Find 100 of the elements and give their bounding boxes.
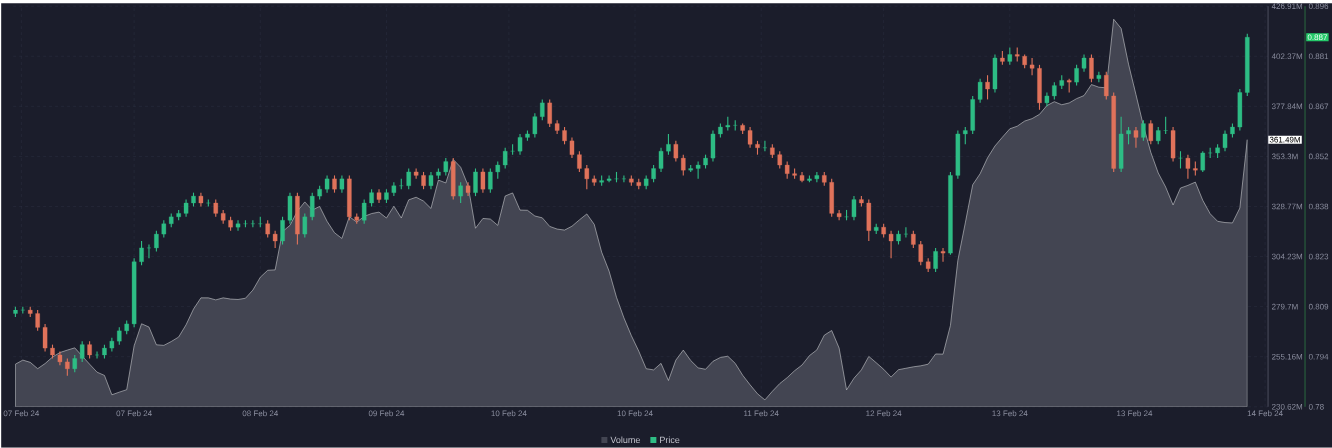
candlestick — [94, 351, 100, 360]
candlestick — [1074, 64, 1079, 87]
candlestick — [1066, 78, 1072, 94]
candlestick — [532, 112, 538, 139]
candlestick — [658, 147, 664, 173]
candlestick — [332, 174, 337, 194]
candlestick — [154, 230, 159, 253]
candlestick — [948, 171, 953, 256]
candlestick — [1089, 54, 1094, 83]
candlestick — [740, 123, 745, 135]
candlestick — [755, 140, 760, 156]
candlestick — [829, 178, 834, 218]
candlestick — [235, 219, 241, 232]
candlestick — [146, 244, 152, 259]
candlestick — [347, 174, 352, 221]
candlestick — [79, 340, 85, 363]
candlestick — [473, 168, 478, 197]
candlestick — [643, 174, 649, 190]
candlestick — [1118, 116, 1124, 173]
candlestick — [510, 143, 515, 156]
candlestick — [1148, 119, 1154, 145]
candlestick — [272, 230, 278, 249]
candlestick — [28, 306, 33, 318]
candlestick — [1104, 71, 1109, 101]
candlestick — [451, 157, 456, 201]
legend-label: Price — [660, 436, 680, 444]
candlestick — [710, 130, 716, 163]
candlestick — [1096, 71, 1102, 83]
candlestick — [822, 171, 827, 187]
candlestick — [1133, 126, 1139, 149]
candlestick — [228, 216, 233, 232]
candlestick — [131, 257, 137, 329]
candlestick — [406, 168, 411, 190]
candlestick — [918, 240, 923, 266]
candlestick — [458, 181, 463, 204]
candlestick — [436, 168, 441, 180]
candlestick — [859, 195, 864, 208]
candlestick — [554, 119, 560, 135]
candlestick — [977, 78, 983, 104]
candlestick — [992, 54, 998, 94]
candlestick — [621, 174, 627, 183]
candlestick — [770, 143, 775, 159]
candlestick — [465, 181, 471, 197]
candlestick — [354, 212, 359, 225]
candlestick — [65, 358, 70, 377]
candlestick — [376, 188, 382, 204]
candlestick — [1185, 154, 1191, 180]
candlestick — [933, 247, 938, 273]
candlestick — [792, 168, 797, 180]
candlestick — [220, 209, 226, 225]
candlestick — [302, 212, 308, 239]
candlestick — [1170, 126, 1176, 163]
candlestick — [310, 192, 315, 221]
candlestick — [955, 130, 961, 180]
candlestick — [1237, 88, 1243, 132]
candlestick — [250, 219, 256, 228]
candlestick — [480, 168, 486, 194]
legend-label: Volume — [610, 436, 640, 444]
candlestick — [540, 98, 545, 121]
candlestick — [169, 212, 174, 228]
candlestick — [970, 95, 975, 135]
candlestick — [614, 171, 619, 183]
candlestick — [413, 168, 419, 180]
candlestick — [1141, 119, 1146, 142]
candlestick — [881, 223, 886, 239]
candlestick — [176, 209, 181, 221]
candlestick — [525, 130, 530, 142]
candlestick — [324, 174, 330, 194]
candlestick — [488, 168, 493, 194]
candlestick — [985, 74, 990, 101]
candlestick — [1037, 64, 1042, 111]
candlestick — [1000, 50, 1005, 66]
candlestick — [814, 171, 820, 183]
candlestick — [925, 257, 931, 273]
candlestick — [1200, 150, 1205, 173]
candlestick — [851, 195, 857, 221]
candlestick — [57, 351, 63, 367]
candlestick — [874, 223, 879, 235]
candlestick — [584, 164, 590, 190]
candlestick — [384, 188, 389, 204]
candlestick — [673, 140, 679, 163]
candlestick — [888, 230, 894, 259]
candlestick — [1081, 54, 1087, 73]
candlestick — [265, 219, 270, 239]
candlestick — [1029, 57, 1035, 76]
candlestick — [606, 174, 612, 183]
candlestick — [183, 199, 189, 218]
candlestick — [198, 192, 204, 208]
candlestick — [836, 209, 842, 221]
candlestick — [1245, 33, 1250, 97]
candlestick — [287, 192, 293, 225]
candlestick — [361, 199, 367, 225]
candlestick — [1207, 147, 1213, 159]
candlestick — [35, 309, 40, 332]
candlestick — [799, 171, 805, 183]
candlestick — [428, 171, 434, 190]
candlestick — [569, 136, 575, 159]
candlestick — [666, 133, 671, 156]
candlestick — [681, 154, 686, 177]
candlestick — [109, 337, 115, 353]
